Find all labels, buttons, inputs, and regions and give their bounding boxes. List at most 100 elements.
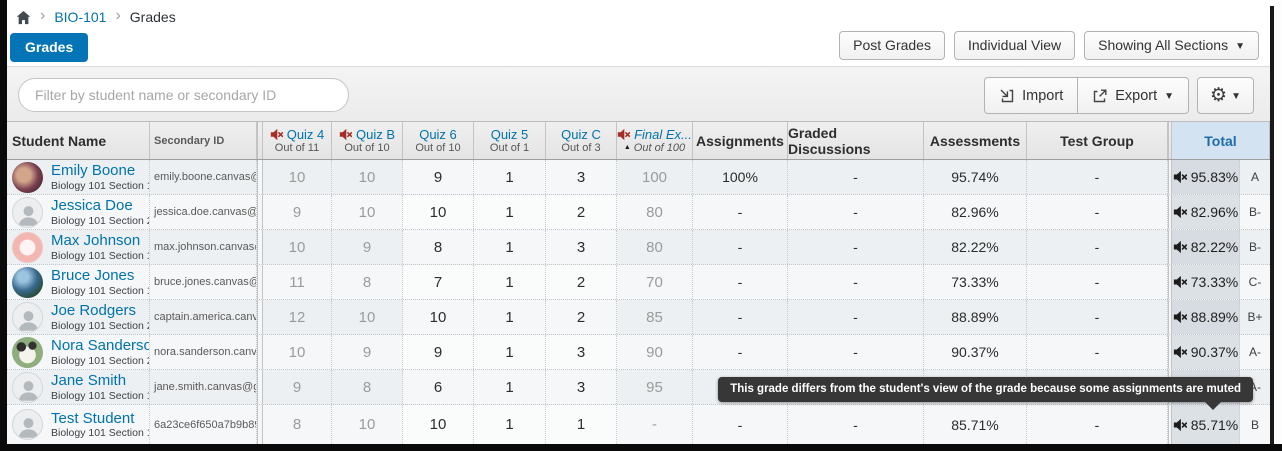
quiz-score-cell[interactable]: 3 <box>546 335 617 369</box>
assignments-total-cell: - <box>693 265 788 299</box>
student-filter-input[interactable] <box>18 78 349 112</box>
letter-grade-cell: A <box>1250 170 1259 184</box>
gradebook-grid: Student Name Secondary ID Quiz 4 Out of … <box>7 122 1270 444</box>
quiz-score-cell[interactable]: 9 <box>332 335 403 369</box>
export-button[interactable]: Export ▼ <box>1078 77 1190 114</box>
tab-grades[interactable]: Grades <box>10 33 89 62</box>
quiz-score-cell[interactable]: 2 <box>546 195 617 229</box>
quiz-score-cell[interactable]: 1 <box>474 195 546 229</box>
quiz-score-cell[interactable]: 10 <box>332 300 403 334</box>
gradebook-settings-button[interactable]: ⚙ ▼ <box>1197 77 1254 114</box>
header-final-exam[interactable]: Final Ex... ▲ Out of 100 <box>617 122 693 159</box>
breadcrumb-course-link[interactable]: BIO-101 <box>54 9 107 25</box>
quiz-score-cell[interactable]: 11 <box>263 265 332 299</box>
post-grades-button[interactable]: Post Grades <box>839 31 945 60</box>
student-name-link[interactable]: Jane Smith <box>51 372 127 390</box>
header-quiz-b[interactable]: Quiz B Out of 10 <box>332 122 403 159</box>
header-quiz-6[interactable]: Quiz 6 Out of 10 <box>403 122 474 159</box>
quiz-score-cell[interactable]: - <box>617 405 693 444</box>
student-section: Biology 101 Section 1 <box>51 389 150 402</box>
muted-speaker-icon <box>339 128 352 141</box>
student-name-link[interactable]: Nora Sanderson <box>51 337 150 355</box>
quiz-score-cell[interactable]: 8 <box>332 370 403 404</box>
quiz-score-cell[interactable]: 80 <box>617 230 693 264</box>
header-secondary-id[interactable]: Secondary ID <box>150 122 257 159</box>
header-assignments[interactable]: Assignments <box>693 122 788 159</box>
avatar <box>12 266 43 298</box>
header-total[interactable]: Total <box>1172 122 1270 159</box>
student-name-link[interactable]: Bruce Jones <box>51 267 135 285</box>
quiz-score-cell[interactable]: 2 <box>546 265 617 299</box>
quiz-score-cell[interactable]: 10 <box>263 230 332 264</box>
quiz-score-cell[interactable]: 3 <box>546 230 617 264</box>
quiz-score-cell[interactable]: 90 <box>617 335 693 369</box>
quiz-score-cell[interactable]: 70 <box>617 265 693 299</box>
home-icon[interactable] <box>16 10 31 25</box>
quiz-score-cell[interactable]: 9 <box>403 335 474 369</box>
quiz-score-cell[interactable]: 1 <box>474 300 546 334</box>
student-name-link[interactable]: Jessica Doe <box>51 197 133 215</box>
quiz-score-cell[interactable]: 10 <box>332 160 403 194</box>
student-name-link[interactable]: Max Johnson <box>51 232 141 250</box>
quiz-score-cell[interactable]: 100 <box>617 160 693 194</box>
student-section: Biology 101 Section 2 <box>51 214 150 227</box>
quiz-score-cell[interactable]: 10 <box>263 160 332 194</box>
quiz-score-cell[interactable]: 9 <box>263 195 332 229</box>
quiz-score-cell[interactable]: 12 <box>263 300 332 334</box>
quiz-score-cell[interactable]: 80 <box>617 195 693 229</box>
quiz-score-cell[interactable]: 1 <box>474 265 546 299</box>
student-cell: Joe Rodgers Biology 101 Section 2 <box>7 300 150 334</box>
student-section: Biology 101 Section 2 <box>51 319 150 332</box>
quiz-score-cell[interactable]: 10 <box>332 195 403 229</box>
quiz-score-cell[interactable]: 9 <box>263 370 332 404</box>
quiz-score-cell[interactable]: 1 <box>474 405 546 444</box>
header-quiz-4[interactable]: Quiz 4 Out of 11 <box>263 122 332 159</box>
quiz-score-cell[interactable]: 3 <box>546 160 617 194</box>
student-name-link[interactable]: Test Student <box>51 409 135 427</box>
quiz-score-cell[interactable]: 10 <box>403 405 474 444</box>
quiz-score-cell[interactable]: 8 <box>263 405 332 444</box>
quiz-score-cell[interactable]: 95 <box>617 370 693 404</box>
quiz-score-cell[interactable]: 10 <box>403 300 474 334</box>
quiz-score-cell[interactable]: 1 <box>546 405 617 444</box>
test-group-total-cell: - <box>1027 335 1168 369</box>
avatar <box>12 336 43 368</box>
student-name-link[interactable]: Emily Boone <box>51 162 136 180</box>
header-assessments[interactable]: Assessments <box>924 122 1027 159</box>
quiz-score-cell[interactable]: 3 <box>546 370 617 404</box>
quiz-score-cell[interactable]: 8 <box>332 265 403 299</box>
quiz-score-cell[interactable]: 6 <box>403 370 474 404</box>
quiz-score-cell[interactable]: 1 <box>474 160 546 194</box>
muted-speaker-icon <box>617 128 630 141</box>
header-test-group[interactable]: Test Group <box>1027 122 1168 159</box>
assessments-total-cell: 82.96% <box>924 195 1027 229</box>
quiz-score-cell[interactable]: 7 <box>403 265 474 299</box>
quiz-score-cell[interactable]: 10 <box>403 195 474 229</box>
scrollbar-gutter[interactable] <box>1274 0 1282 451</box>
header-quiz-c[interactable]: Quiz C Out of 3 <box>546 122 617 159</box>
header-quiz-5[interactable]: Quiz 5 Out of 1 <box>474 122 546 159</box>
quiz-score-cell[interactable]: 10 <box>263 335 332 369</box>
muted-speaker-icon <box>1173 310 1187 324</box>
individual-view-button[interactable]: Individual View <box>953 31 1076 60</box>
quiz-score-cell[interactable]: 1 <box>474 230 546 264</box>
quiz-score-cell[interactable]: 2 <box>546 300 617 334</box>
avatar <box>12 196 43 228</box>
letter-grade-cell: A- <box>1249 345 1261 359</box>
quiz-score-cell[interactable]: 10 <box>332 405 403 444</box>
sections-dropdown[interactable]: Showing All Sections ▼ <box>1084 31 1259 60</box>
test-group-total-cell: - <box>1027 300 1168 334</box>
letter-grade-cell: B+ <box>1247 310 1263 324</box>
header-graded-discussions[interactable]: Graded Discussions <box>788 122 924 159</box>
quiz-score-cell[interactable]: 9 <box>332 230 403 264</box>
header-student-name[interactable]: Student Name <box>7 122 150 159</box>
quiz-score-cell[interactable]: 9 <box>403 160 474 194</box>
import-button[interactable]: Import <box>984 77 1079 114</box>
quiz-score-cell[interactable]: 1 <box>474 370 546 404</box>
assignments-total-cell: - <box>693 335 788 369</box>
quiz-score-cell[interactable]: 8 <box>403 230 474 264</box>
student-name-link[interactable]: Joe Rodgers <box>51 302 137 320</box>
avatar <box>12 231 43 263</box>
quiz-score-cell[interactable]: 85 <box>617 300 693 334</box>
quiz-score-cell[interactable]: 1 <box>474 335 546 369</box>
